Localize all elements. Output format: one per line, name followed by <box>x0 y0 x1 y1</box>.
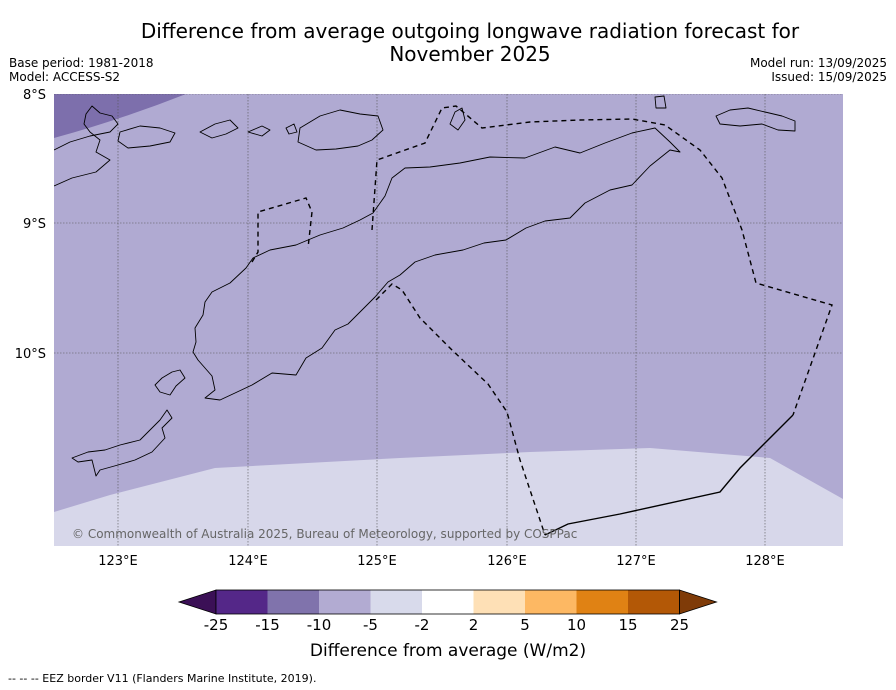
meta-right: Model run: 13/09/2025 Issued: 15/09/2025 <box>750 56 887 84</box>
colorbar-tick-label: 15 <box>618 616 637 634</box>
lon-tick-label: 128°E <box>745 554 785 569</box>
wetar-coastline <box>297 109 384 151</box>
model-name: Model: ACCESS-S2 <box>9 70 121 84</box>
timor-coastline <box>192 127 681 401</box>
lat-tick-label: 8°S <box>23 88 46 103</box>
babar-coastline <box>715 107 796 132</box>
colorbar-cell <box>422 590 474 614</box>
small-island-1 <box>247 125 271 137</box>
colorbar-cells <box>177 589 718 615</box>
eez-west-side <box>375 283 546 536</box>
lon-tick-label: 123°E <box>98 554 138 569</box>
semau-coastline <box>154 369 186 396</box>
map-title: Difference from average outgoing longwav… <box>100 20 840 66</box>
colorbar-cell <box>216 590 268 614</box>
pantar-coastline <box>117 125 176 149</box>
lon-tick-label: 126°E <box>487 554 527 569</box>
coastlines <box>54 95 796 477</box>
colorbar-cell <box>319 590 371 614</box>
meta-left: Base period: 1981-2018 Model: ACCESS-S2 <box>9 56 154 84</box>
colorbar-tick-labels: -25 -15 -10 -5 -2 2 5 10 15 25 <box>204 616 689 634</box>
lon-tick-label: 124°E <box>228 554 268 569</box>
title-line-1: Difference from average outgoing longwav… <box>140 19 800 43</box>
colorbar-cell <box>267 590 319 614</box>
colorbar-tick-label: 10 <box>567 616 586 634</box>
graticule <box>54 94 843 546</box>
sumba-rote-coastline <box>71 409 173 477</box>
eez-main <box>371 105 833 416</box>
small-island-3 <box>654 95 667 109</box>
colorbar-cell <box>576 590 628 614</box>
colorbar-tick-label: 2 <box>469 616 479 634</box>
colorbar-tick-label: 25 <box>670 616 689 634</box>
eez-north-enclave <box>251 197 313 263</box>
band-minus5-minus2 <box>54 448 843 546</box>
colorbar-cell <box>525 590 577 614</box>
colorbar-tick-label: 5 <box>520 616 530 634</box>
colorbar-tick-label: -25 <box>204 616 229 634</box>
eez-border <box>251 105 833 536</box>
colorbar-tick-label: -2 <box>415 616 430 634</box>
small-island-2 <box>285 123 298 135</box>
lon-tick-label: 127°E <box>616 554 656 569</box>
copyright-note: © Commonwealth of Australia 2025, Bureau… <box>72 527 577 541</box>
colorbar-cell <box>370 590 422 614</box>
atauro-coastline <box>449 107 466 131</box>
base-period: Base period: 1981-2018 <box>9 56 154 70</box>
latitude-tick-labels: 8°S 9°S 10°S <box>15 88 46 362</box>
colorbar-label: Difference from average (W/m2) <box>309 641 587 661</box>
alor-coastline <box>199 119 239 139</box>
colorbar-tick-label: -15 <box>255 616 280 634</box>
lon-tick-label: 125°E <box>357 554 397 569</box>
eez-south-solid <box>544 414 794 536</box>
colorbar-tick-label: -10 <box>307 616 332 634</box>
title-line-2: November 2025 <box>389 42 551 66</box>
lembata-coastline <box>54 105 119 187</box>
longitude-tick-labels: 123°E 124°E 125°E 126°E 127°E 128°E <box>98 554 785 569</box>
issued-date: Issued: 15/09/2025 <box>771 70 887 84</box>
lat-tick-label: 10°S <box>15 347 46 362</box>
colorbar-extension-low <box>177 589 217 615</box>
colorbar-outline <box>215 589 680 615</box>
eez-legend-note: -- -- -- EEZ border V11 (Flanders Marine… <box>8 672 317 685</box>
band-minus15-minus10 <box>54 94 186 138</box>
lat-tick-label: 9°S <box>23 217 46 232</box>
colorbar-cell <box>628 590 680 614</box>
colorbar-tick-label: -5 <box>363 616 378 634</box>
colorbar-cell <box>473 590 525 614</box>
colorbar: -25 -15 -10 -5 -2 2 5 10 15 25 <box>177 589 718 634</box>
colorbar-extension-high <box>679 589 718 615</box>
model-run: Model run: 13/09/2025 <box>749 56 887 70</box>
map-area: © Commonwealth of Australia 2025, Bureau… <box>54 94 843 546</box>
